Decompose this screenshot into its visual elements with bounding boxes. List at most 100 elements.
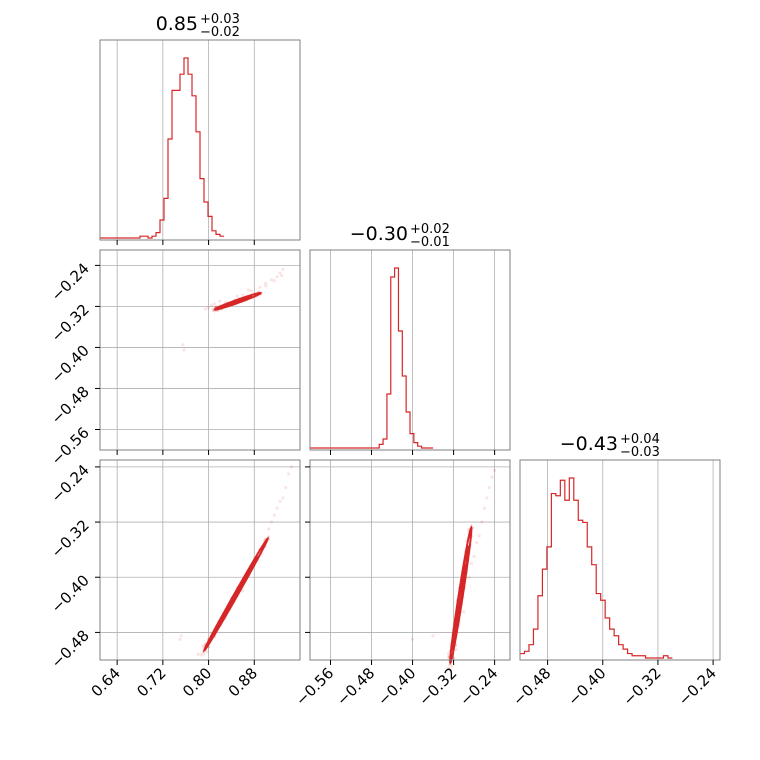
x-tick-label: −0.32	[415, 664, 460, 709]
sample-point	[281, 267, 285, 272]
y-tick-label: −0.24	[48, 461, 93, 506]
x-tick-label: 0.64	[88, 664, 124, 700]
sample-point	[487, 485, 492, 490]
y-tick-label: −0.32	[48, 301, 93, 346]
histogram-line	[100, 57, 224, 239]
x-tick-label: 0.88	[225, 664, 261, 700]
density-contour	[221, 298, 244, 308]
sample-point	[480, 520, 484, 524]
x-tick-label: −0.40	[374, 664, 419, 709]
sample-point	[249, 289, 254, 293]
scatter-panel-frame	[99, 249, 301, 451]
sample-point	[178, 637, 182, 641]
sample-point	[206, 305, 211, 310]
param-title-minus: −0.02	[200, 25, 240, 40]
sample-point	[410, 637, 415, 641]
y-tick-label: −0.56	[48, 424, 93, 469]
sample-point	[209, 303, 214, 307]
sample-point	[241, 589, 245, 593]
sample-point	[447, 654, 450, 657]
sample-point	[469, 561, 474, 566]
sample-point	[462, 610, 466, 614]
sample-point	[246, 288, 251, 292]
sample-point	[201, 644, 205, 648]
sample-point	[470, 523, 473, 527]
param-title-minus: −0.03	[620, 445, 660, 460]
sample-point	[181, 343, 185, 347]
param-title-plus: +0.03	[200, 12, 240, 27]
scatter-panel-frame	[99, 459, 301, 661]
x-tick-label: 0.72	[133, 664, 169, 700]
sample-point	[179, 634, 183, 638]
sample-point	[289, 465, 294, 469]
sample-point	[182, 348, 186, 352]
density-contour	[453, 563, 467, 636]
sample-point	[275, 506, 279, 510]
sample-point	[205, 650, 210, 654]
sample-point	[286, 472, 291, 476]
param-title-plus: +0.04	[620, 432, 660, 447]
y-tick-label: −0.32	[48, 516, 93, 561]
sample-point	[264, 281, 268, 285]
param-title-value: −0.30	[350, 223, 408, 245]
sample-point	[446, 666, 450, 670]
sample-point	[281, 496, 285, 500]
sample-point	[211, 307, 214, 311]
sample-point	[241, 293, 245, 297]
sample-point	[446, 651, 451, 655]
x-tick-label: −0.24	[675, 664, 720, 709]
sample-point	[258, 285, 262, 290]
histogram-line	[520, 477, 673, 659]
y-tick-label: −0.24	[48, 259, 93, 304]
sample-point	[448, 667, 452, 670]
sample-point	[204, 307, 208, 311]
y-tick-label: −0.48	[48, 627, 93, 672]
sample-point	[278, 271, 282, 275]
histogram-panel-frame	[519, 459, 721, 661]
sample-point	[472, 554, 476, 559]
x-tick-label: −0.40	[564, 664, 609, 709]
sample-point	[482, 506, 486, 510]
sample-point	[235, 294, 239, 298]
x-tick-label: −0.48	[333, 664, 378, 709]
param-title-value: −0.43	[560, 433, 618, 455]
param-title-minus: −0.01	[410, 235, 450, 250]
sample-point	[269, 520, 274, 524]
param-title-plus: +0.02	[410, 222, 450, 237]
x-tick-label: −0.24	[456, 664, 501, 709]
sample-point	[200, 654, 204, 657]
sample-point	[267, 535, 271, 538]
param-title-value: 0.85	[156, 13, 198, 35]
scatter-panel-frame	[309, 459, 511, 661]
y-tick-label: −0.48	[48, 383, 93, 428]
y-tick-label: −0.40	[48, 571, 93, 616]
sample-point	[275, 275, 279, 279]
sample-point	[284, 485, 288, 490]
sample-point	[196, 652, 200, 657]
sample-point	[269, 278, 274, 282]
sample-point	[264, 284, 268, 288]
sample-point	[272, 513, 276, 517]
y-tick-label: −0.40	[48, 342, 93, 387]
sample-point	[466, 527, 470, 531]
sample-point	[278, 499, 282, 503]
density-contour	[217, 572, 249, 628]
sample-point	[485, 496, 489, 500]
sample-point	[450, 665, 454, 668]
x-tick-label: 0.80	[179, 664, 215, 700]
sample-point	[490, 475, 494, 479]
sample-point	[431, 634, 435, 638]
sample-point	[467, 575, 471, 579]
sample-point	[202, 652, 206, 656]
sample-point	[199, 652, 203, 656]
sample-point	[493, 468, 497, 472]
sample-point	[280, 274, 284, 278]
x-tick-label: −0.56	[292, 664, 337, 709]
sample-point	[212, 302, 216, 306]
x-tick-label: −0.32	[620, 664, 665, 709]
sample-point	[475, 541, 479, 545]
sample-point	[477, 534, 481, 538]
histogram-line	[310, 267, 434, 449]
sample-point	[454, 648, 458, 652]
